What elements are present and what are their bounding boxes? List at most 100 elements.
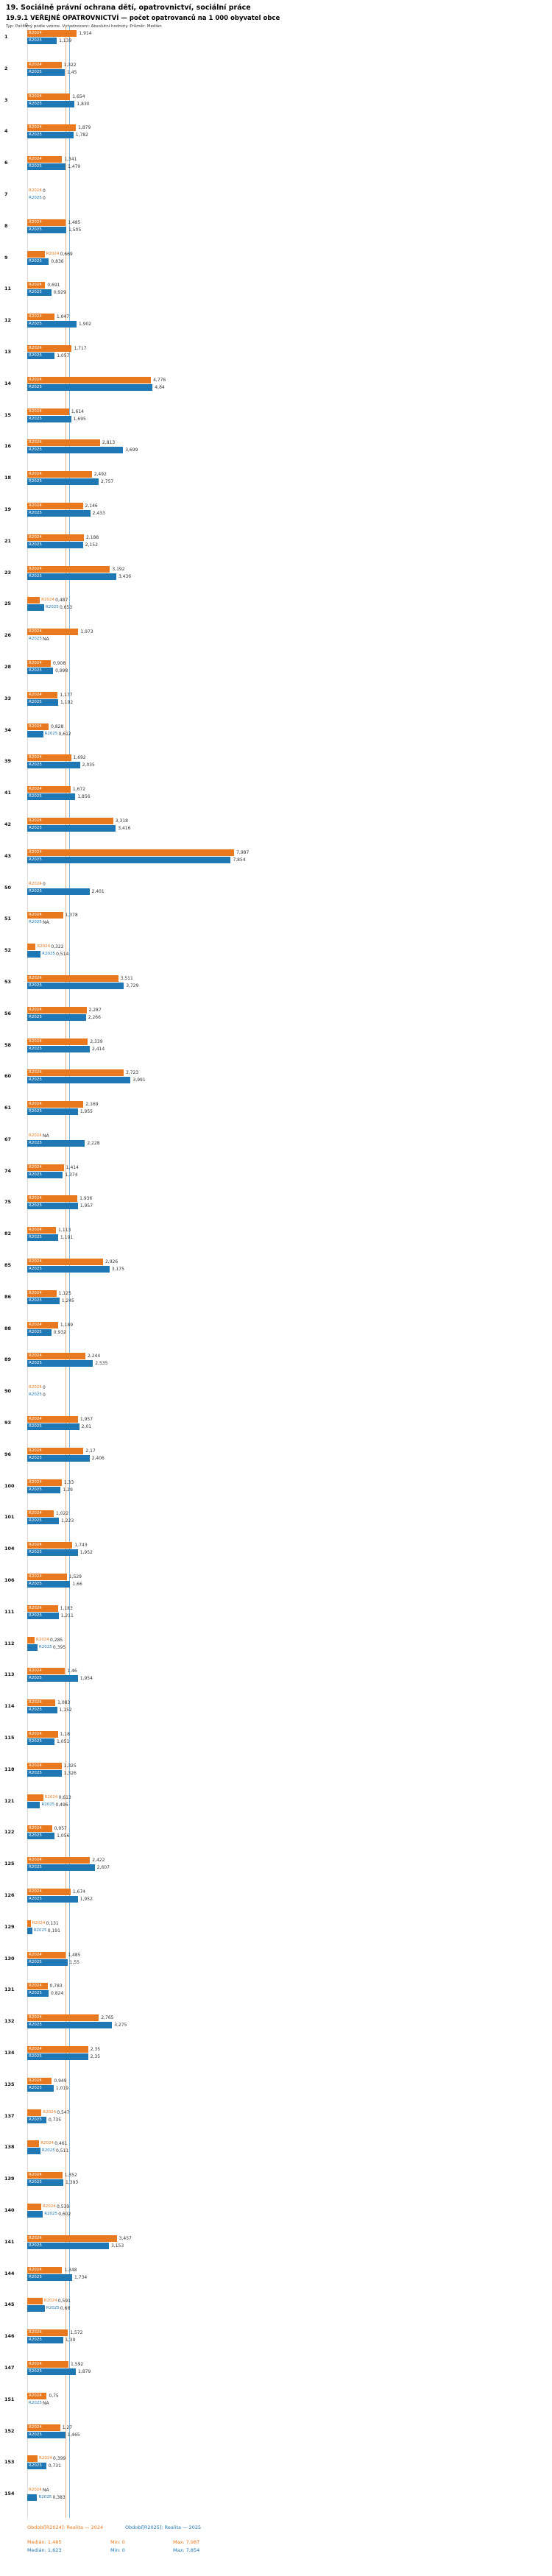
chart-row: 89 R2024 2,244 R2025 2,535 (0, 1352, 552, 1384)
bar-line-r2025: R2025 2,035 (27, 762, 552, 769)
bar-r2025 (27, 982, 124, 989)
bar-line-r2025: R2025 1,695 (27, 415, 552, 422)
row-label: 41 (4, 790, 12, 796)
bar-value-r2025: 2,414 (91, 1046, 105, 1052)
bar-r2024 (27, 1762, 62, 1769)
bar-value-r2025: 2,535 (95, 1361, 108, 1367)
bar-r2025 (27, 2242, 109, 2249)
bar-value-r2025: 1,223 (61, 1518, 74, 1524)
bar-line-r2024: R2024 1,717 (27, 344, 552, 352)
bar-line-r2025: R2025 1,902 (27, 321, 552, 328)
row-label: 6 (4, 160, 8, 166)
bar-series-tag-r2024: R2024 (29, 2015, 42, 2020)
row-label: 39 (4, 758, 12, 765)
bar-r2025 (27, 2210, 43, 2218)
bar-value-r2025: 1,957 (79, 1203, 93, 1209)
bar-series-tag-r2024: R2024 (29, 125, 42, 130)
bar-value-r2025: 2,228 (87, 1140, 100, 1146)
bar-line-r2024: R2024 1,183 (27, 1604, 552, 1612)
bar-value-r2024: 2,765 (101, 2015, 114, 2021)
bar-series-tag-r2025: R2025 (29, 510, 42, 515)
row-label: 134 (4, 2050, 15, 2056)
bar-value-r2024: 1,33 (63, 1479, 74, 1485)
bar-line-r2025: R2025 0,395 (27, 1643, 552, 1651)
bar-r2025 (27, 1612, 59, 1619)
bar-line-r2024: R2024 0,828 (27, 723, 552, 730)
bar-r2025 (27, 163, 66, 171)
bar-line-r2025: R2025 1,39 (27, 2337, 552, 2344)
bar-line-r2024: R2024 0,949 (27, 2077, 552, 2084)
bar-value-r2024: 1,936 (79, 1196, 93, 1202)
bar-value-r2024: 1,973 (80, 629, 93, 635)
chart-row: 3 R2024 1,654 R2025 1,830 (0, 93, 552, 124)
bar-r2024 (27, 659, 51, 667)
bar-series-tag-r2024: R2024 (29, 1479, 42, 1485)
bar-value-r2025: 1,479 (68, 164, 81, 170)
bar-line-r2024: R2024 0,613 (27, 1794, 552, 1801)
chart-row: 75 R2024 1,936 R2025 1,957 (0, 1195, 552, 1226)
bar-r2024 (27, 754, 71, 762)
row-label: 19 (4, 506, 12, 512)
chart-row: 61 R2024 2,169 R2025 1,955 (0, 1100, 552, 1132)
bar-series-tag-r2025: R2025 (29, 1361, 42, 1366)
bar-line-r2025: R2025 0,731 (27, 2463, 552, 2470)
bar-line-r2024: R2024 1,113 (27, 1227, 552, 1234)
row-label: 114 (4, 1703, 15, 1710)
row-label: 15 (4, 411, 12, 418)
bar-series-tag-r2025: R2025 (29, 1203, 42, 1209)
bar-value-r2025: 1,505 (68, 227, 82, 233)
row-label: 93 (4, 1420, 12, 1426)
bar-series-tag-r2024: R2024 (43, 2109, 57, 2115)
chart-row: 90 R2024 0 R2025 0 (0, 1384, 552, 1415)
bar-series-tag-r2025: R2025 (44, 2211, 58, 2216)
bar-series-tag-r2025: R2025 (29, 1172, 42, 1177)
bar-r2025 (27, 1958, 68, 1966)
bar-r2024 (27, 1825, 52, 1833)
bar-series-tag-r2025: R2025 (38, 1644, 52, 1649)
bar-line-r2025: R2025 7,854 (27, 856, 552, 863)
bar-series-tag-r2025: R2025 (29, 2054, 42, 2059)
bar-r2024 (27, 219, 66, 226)
report-meta: Typ: Počítaný podle vzorce. Vyhodnocení:… (6, 24, 162, 29)
bar-series-tag-r2025: R2025 (29, 794, 42, 799)
bar-series-tag-r2025: R2025 (29, 542, 42, 547)
bar-line-r2024: R2024 2,169 (27, 1101, 552, 1108)
bar-value-r2025: 1,374 (65, 1172, 78, 1178)
bar-r2025 (27, 2337, 63, 2344)
bar-line-r2024: R2024 1,743 (27, 1542, 552, 1549)
bar-line-r2025: R2025 1,55 (27, 1958, 552, 1966)
bar-r2024 (27, 1510, 54, 1518)
bar-value-r2024: 0,461 (54, 2141, 68, 2147)
row-label: 139 (4, 2176, 15, 2182)
bar-line-r2024: R2024 0,957 (27, 1825, 552, 1833)
chart-row: 74 R2024 1,414 R2025 1,374 (0, 1164, 552, 1195)
bar-value-r2024: 1,022 (55, 1511, 69, 1517)
bar-value-r2025: 1,192 (60, 699, 74, 705)
period-label-r2025: Období[R2025]: Realita — 2025 (125, 2524, 202, 2530)
bar-line-r2024: R2024 2,813 (27, 439, 552, 447)
bar-r2024 (27, 1006, 87, 1013)
bar-series-tag-r2025: R2025 (29, 699, 42, 704)
bar-line-r2024: R2024 0 (27, 881, 552, 888)
row-label: 74 (4, 1167, 12, 1174)
bar-series-tag-r2024: R2024 (29, 219, 42, 224)
bar-r2025 (27, 951, 41, 958)
bar-r2025 (27, 478, 99, 486)
bar-r2025 (27, 1360, 93, 1367)
row-label: 153 (4, 2459, 15, 2466)
bar-series-tag-r2024: R2024 (29, 1543, 42, 1548)
bar-line-r2024: R2024 1,189 (27, 1321, 552, 1328)
row-label: 13 (4, 348, 12, 355)
chart-row: 140 R2024 0,539 R2025 0,602 (0, 2203, 552, 2234)
row-label: 51 (4, 916, 12, 922)
bar-series-tag-r2025: R2025 (44, 731, 58, 736)
bar-value-r2025: 1,45 (67, 69, 77, 75)
bar-r2025 (27, 573, 116, 580)
chart-row: 121 R2024 0,613 R2025 0,496 (0, 1794, 552, 1825)
bar-line-r2025: R2025 3,991 (27, 1077, 552, 1084)
bar-value-r2024: 1,177 (60, 692, 73, 698)
bar-series-tag-r2024: R2024 (43, 2299, 57, 2304)
bar-r2024 (27, 912, 63, 919)
bar-series-tag-r2025: R2025 (29, 447, 42, 453)
bar-r2024 (27, 471, 92, 478)
